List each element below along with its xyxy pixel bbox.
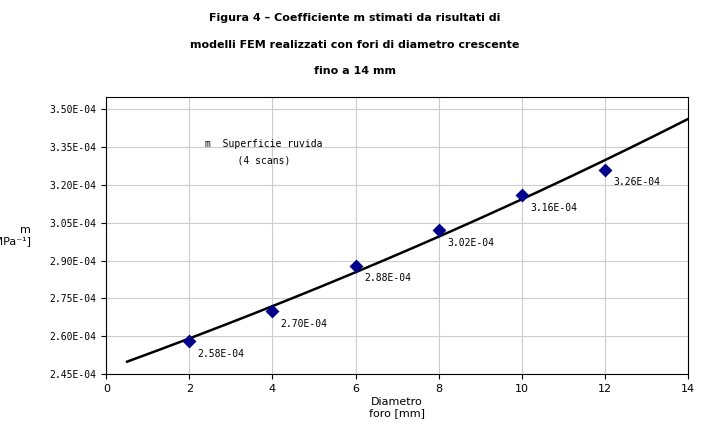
Text: modelli FEM realizzati con fori di diametro crescente: modelli FEM realizzati con fori di diame… [190, 40, 519, 50]
Text: m  Superficie ruvida: m Superficie ruvida [205, 139, 323, 149]
Text: 3.16E-04: 3.16E-04 [530, 203, 577, 213]
Text: 2.70E-04: 2.70E-04 [281, 319, 328, 329]
Text: 3.02E-04: 3.02E-04 [447, 238, 494, 248]
Point [350, 262, 361, 269]
Point [599, 166, 610, 173]
Point [267, 308, 278, 315]
Point [184, 338, 195, 345]
Text: Figura 4 – Coefficiente m stimati da risultati di: Figura 4 – Coefficiente m stimati da ris… [209, 13, 500, 23]
Text: 2.88E-04: 2.88E-04 [364, 273, 411, 283]
Point [516, 191, 527, 198]
Text: 2.58E-04: 2.58E-04 [198, 349, 245, 359]
X-axis label: Diametro
foro [mm]: Diametro foro [mm] [369, 396, 425, 418]
Text: (4 scans): (4 scans) [214, 155, 290, 165]
Text: fino a 14 mm: fino a 14 mm [313, 66, 396, 76]
Point [433, 227, 445, 234]
Text: 3.26E-04: 3.26E-04 [613, 177, 660, 187]
Y-axis label: m
[MPa⁻¹]: m [MPa⁻¹] [0, 224, 30, 246]
